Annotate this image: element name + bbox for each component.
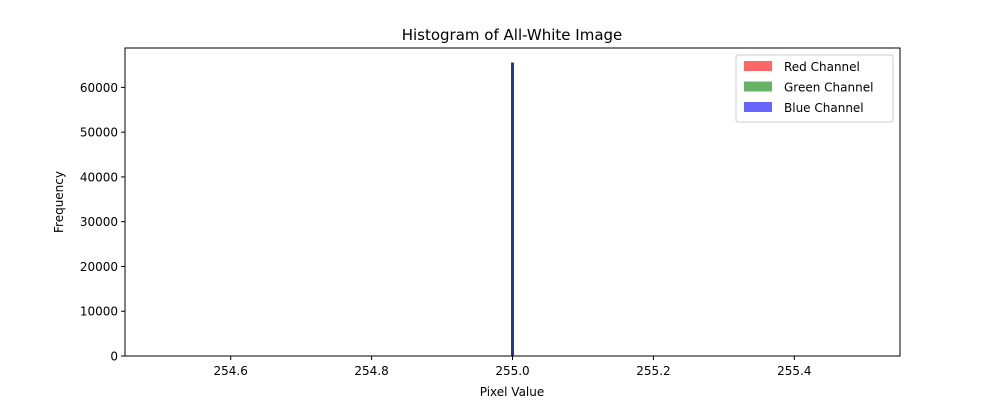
- legend-box: [735, 54, 894, 123]
- x-tick-label: 255.0: [495, 364, 529, 378]
- x-tick-label: 255.2: [636, 364, 670, 378]
- legend-swatch-red-channel: [744, 61, 772, 71]
- y-tick-label: 40000: [80, 170, 118, 184]
- y-tick-label: 0: [110, 350, 118, 364]
- y-tick-label: 50000: [80, 126, 118, 140]
- chart-title: Histogram of All-White Image: [402, 26, 623, 44]
- legend-label: Blue Channel: [784, 101, 864, 115]
- legend-swatch-blue-channel: [744, 102, 772, 112]
- legend: Red Channel Green Channel Blue Channel: [735, 54, 894, 123]
- bars-layer: [511, 62, 514, 357]
- y-axis-ticks: 0 10000 20000 30000 40000 50000 60000: [80, 81, 125, 364]
- y-tick-label: 60000: [80, 81, 118, 95]
- y-tick-label: 10000: [80, 305, 118, 319]
- y-tick-label: 20000: [80, 260, 118, 274]
- bar-blue-channel: [511, 62, 514, 357]
- y-axis-label: Frequency: [52, 171, 66, 233]
- legend-label: Green Channel: [784, 81, 873, 95]
- x-axis-ticks: 254.6 254.8 255.0 255.2 255.4: [214, 356, 811, 378]
- x-tick-label: 255.4: [777, 364, 811, 378]
- x-tick-label: 254.6: [214, 364, 248, 378]
- x-tick-label: 254.8: [354, 364, 388, 378]
- x-axis-label: Pixel Value: [480, 385, 545, 399]
- y-tick-label: 30000: [80, 215, 118, 229]
- legend-swatch-green-channel: [744, 81, 772, 92]
- legend-label: Red Channel: [784, 60, 860, 74]
